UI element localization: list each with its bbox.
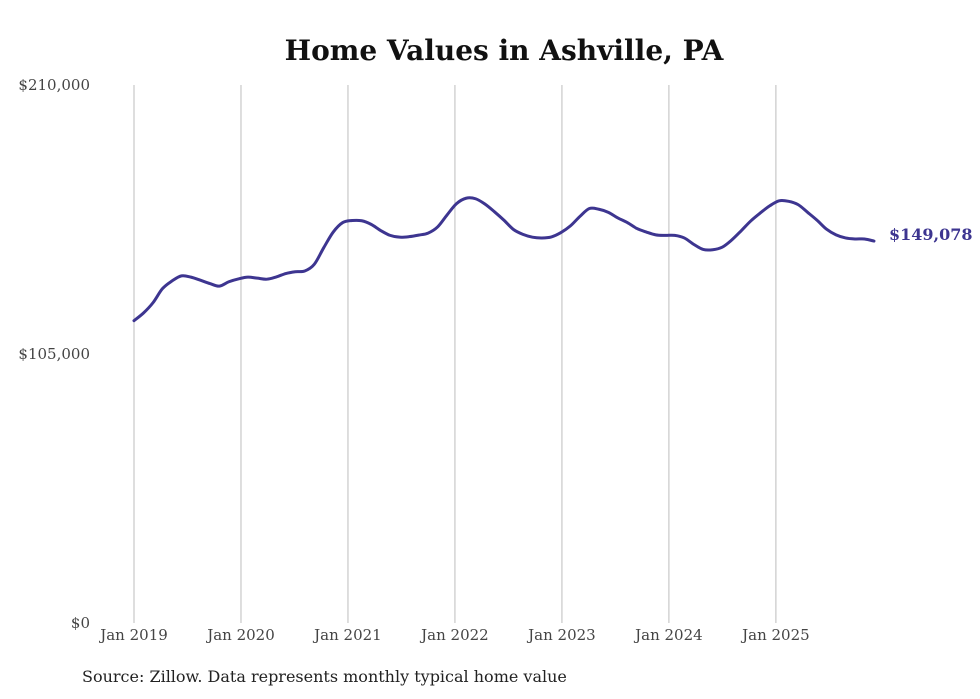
source-note: Source: Zillow. Data represents monthly … <box>82 667 567 686</box>
end-value-label: $149,078 <box>889 225 973 244</box>
chart-title: Home Values in Ashville, PA <box>285 34 725 67</box>
y-tick-label: $210,000 <box>18 76 90 94</box>
x-tick-label: Jan 2024 <box>633 626 703 644</box>
line-chart: Home Values in Ashville, PA $0 $105,000 $2… <box>18 34 973 644</box>
x-tick-label: Jan 2025 <box>740 626 810 644</box>
grid-lines <box>133 85 777 623</box>
y-tick-label: $0 <box>71 614 90 632</box>
x-tick-label: Jan 2021 <box>312 626 382 644</box>
x-axis-ticks: Jan 2019 Jan 2020 Jan 2021 Jan 2022 Jan 2023… <box>98 626 809 644</box>
x-tick-label: Jan 2019 <box>98 626 168 644</box>
x-tick-label: Jan 2020 <box>205 626 275 644</box>
series-line <box>132 196 876 323</box>
y-tick-label: $105,000 <box>18 345 90 363</box>
x-tick-label: Jan 2023 <box>526 626 596 644</box>
x-tick-label: Jan 2022 <box>419 626 489 644</box>
series-layer: $149,078 <box>132 196 973 323</box>
y-axis-ticks: $0 $105,000 $210,000 <box>18 76 90 632</box>
